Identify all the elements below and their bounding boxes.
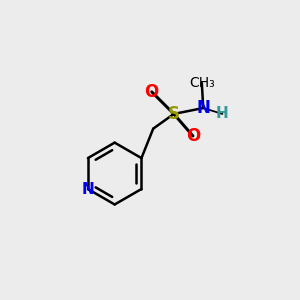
Text: O: O (145, 83, 159, 101)
Text: N: N (82, 182, 94, 196)
Text: H: H (216, 106, 229, 122)
Text: O: O (186, 127, 200, 145)
Text: N: N (196, 99, 210, 117)
Text: S: S (168, 105, 180, 123)
Text: CH₃: CH₃ (189, 76, 215, 90)
